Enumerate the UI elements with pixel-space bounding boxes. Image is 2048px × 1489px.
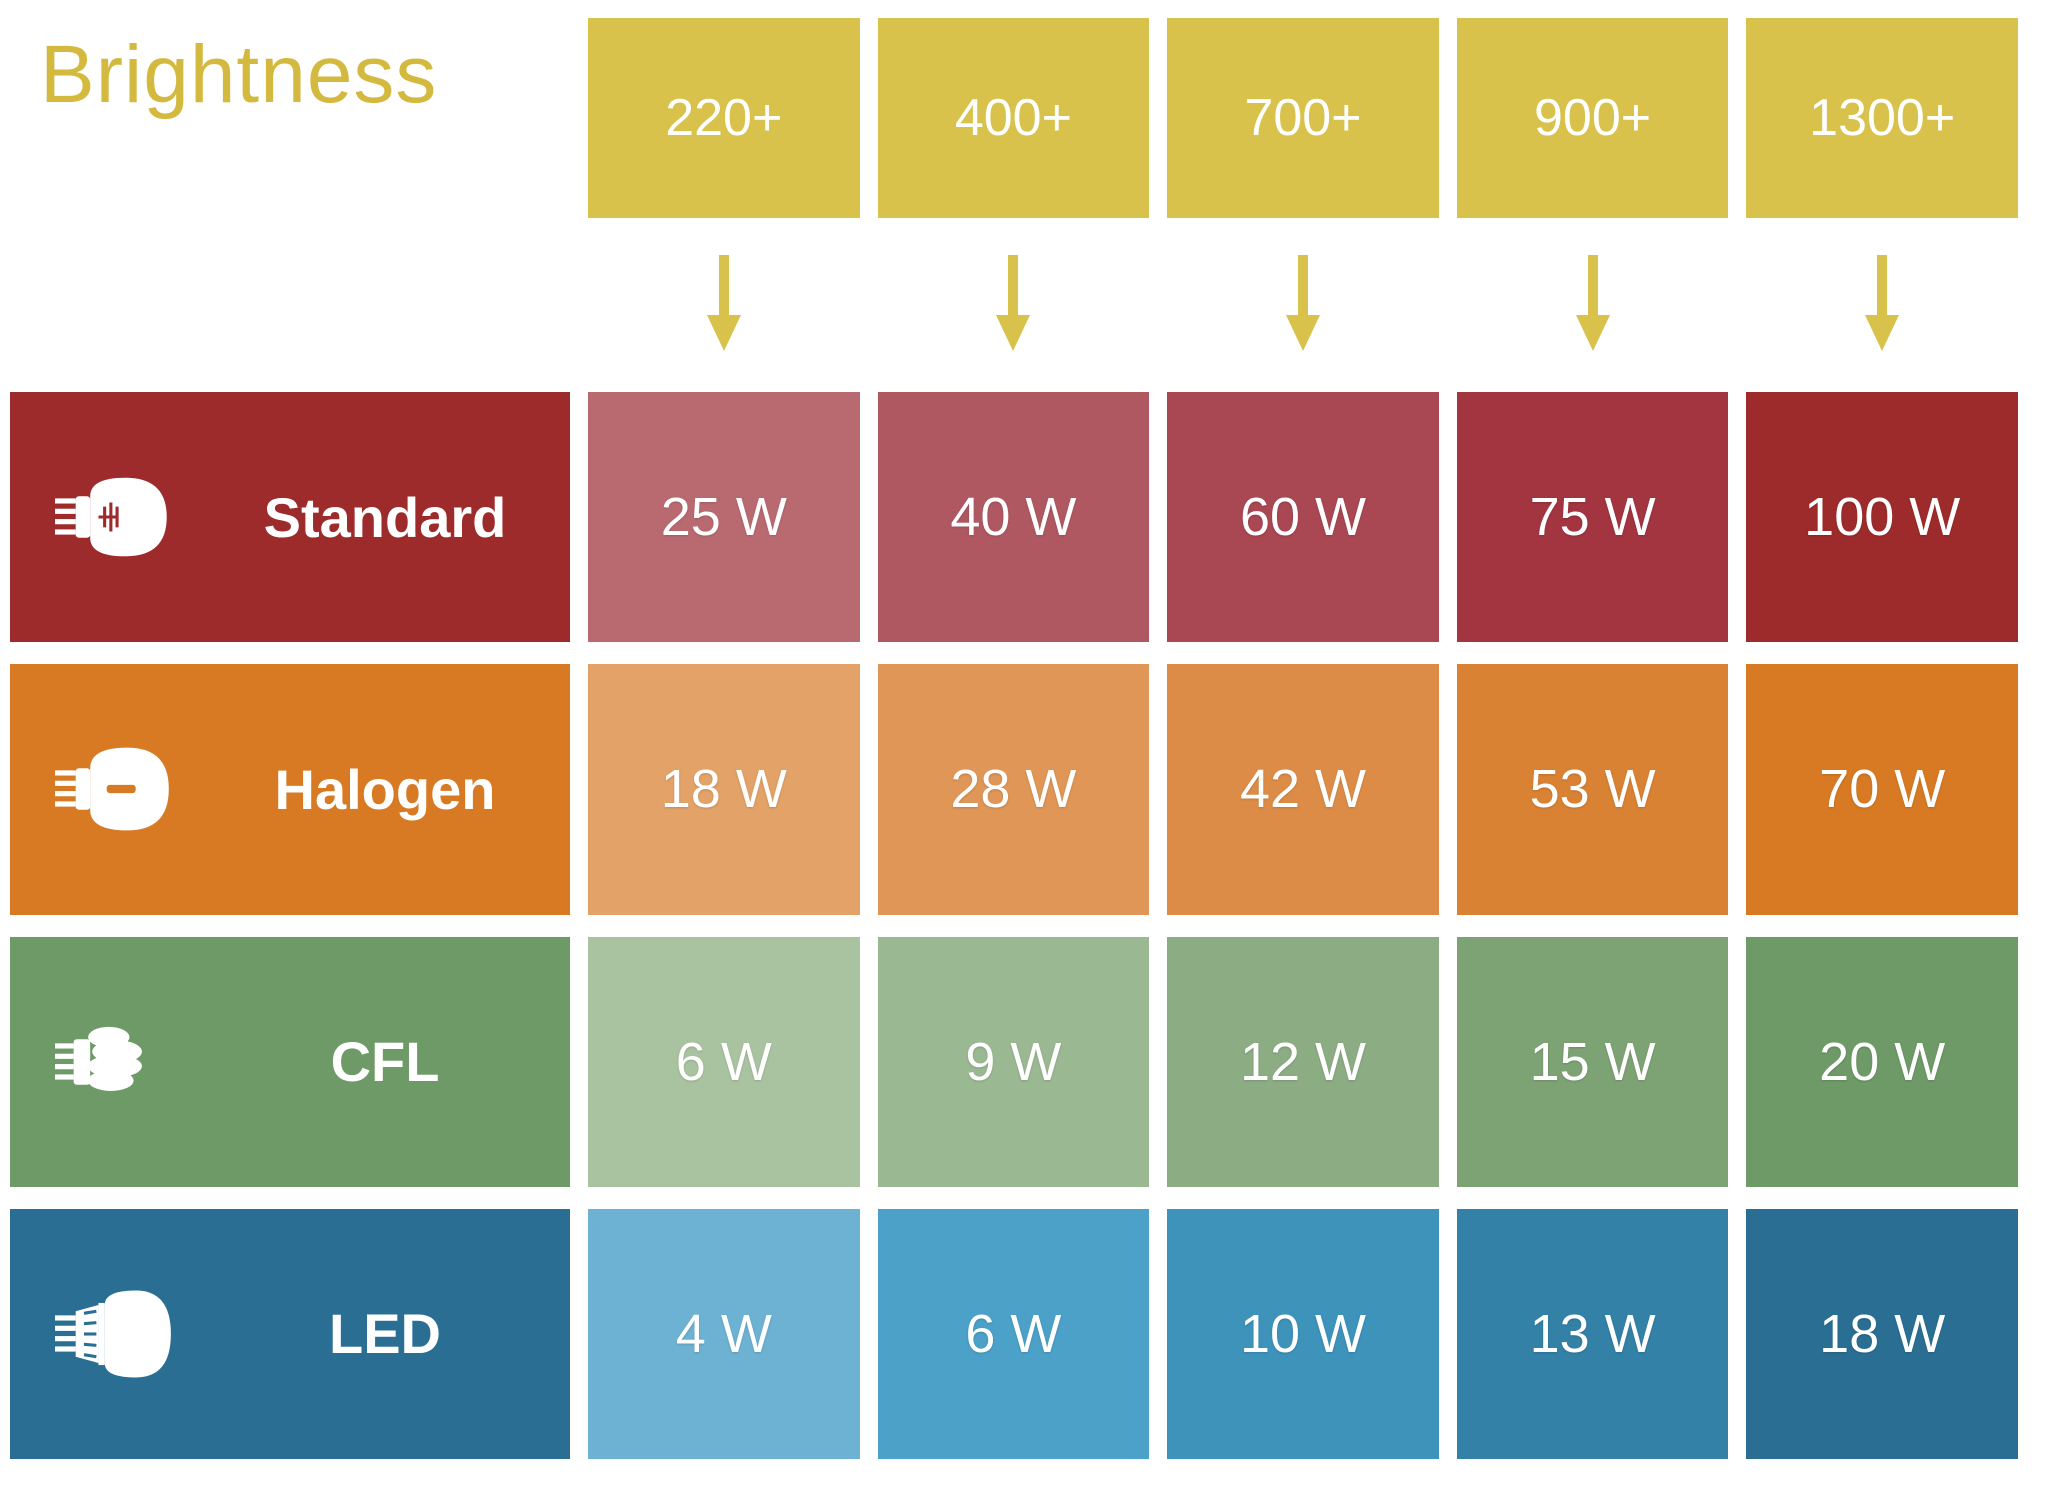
cell-led-2: 10 W: [1167, 1209, 1439, 1459]
brightness-header-0: 220+: [588, 18, 860, 218]
halogen-bulb-icon: [40, 729, 190, 849]
led-bulb-icon: [40, 1274, 190, 1394]
row-label-standard: Standard: [10, 392, 570, 642]
brightness-header-3: 900+: [1457, 18, 1729, 218]
cell-standard-3: 75 W: [1457, 392, 1729, 642]
brightness-header-1: 400+: [878, 18, 1150, 218]
cell-led-4: 18 W: [1746, 1209, 2018, 1459]
cell-led-1: 6 W: [878, 1209, 1150, 1459]
row-label-text-cfl: CFL: [230, 1029, 570, 1094]
cell-led-0: 4 W: [588, 1209, 860, 1459]
cell-halogen-3: 53 W: [1457, 664, 1729, 914]
cell-standard-0: 25 W: [588, 392, 860, 642]
chart-title: Brightness: [40, 28, 437, 122]
cell-cfl-0: 6 W: [588, 937, 860, 1187]
cell-cfl-4: 20 W: [1746, 937, 2018, 1187]
cfl-bulb-icon: [40, 1002, 190, 1122]
cell-standard-1: 40 W: [878, 392, 1150, 642]
row-label-text-standard: Standard: [230, 485, 570, 550]
cell-halogen-0: 18 W: [588, 664, 860, 914]
standard-bulb-icon: [40, 457, 190, 577]
brightness-header-4: 1300+: [1746, 18, 2018, 218]
arrow-down-icon: [588, 240, 860, 370]
title-cell: Brightness: [10, 18, 570, 370]
arrow-down-icon: [878, 240, 1150, 370]
row-label-text-led: LED: [230, 1301, 570, 1366]
cell-led-3: 13 W: [1457, 1209, 1729, 1459]
row-label-halogen: Halogen: [10, 664, 570, 914]
cell-halogen-4: 70 W: [1746, 664, 2018, 914]
cell-halogen-2: 42 W: [1167, 664, 1439, 914]
arrow-down-icon: [1167, 240, 1439, 370]
arrow-down-icon: [1457, 240, 1729, 370]
cell-cfl-3: 15 W: [1457, 937, 1729, 1187]
row-label-text-halogen: Halogen: [230, 757, 570, 822]
cell-cfl-1: 9 W: [878, 937, 1150, 1187]
cell-standard-4: 100 W: [1746, 392, 2018, 642]
arrow-down-icon: [1746, 240, 2018, 370]
cell-halogen-1: 28 W: [878, 664, 1150, 914]
cell-cfl-2: 12 W: [1167, 937, 1439, 1187]
cell-standard-2: 60 W: [1167, 392, 1439, 642]
row-label-led: LED: [10, 1209, 570, 1459]
brightness-header-2: 700+: [1167, 18, 1439, 218]
row-label-cfl: CFL: [10, 937, 570, 1187]
